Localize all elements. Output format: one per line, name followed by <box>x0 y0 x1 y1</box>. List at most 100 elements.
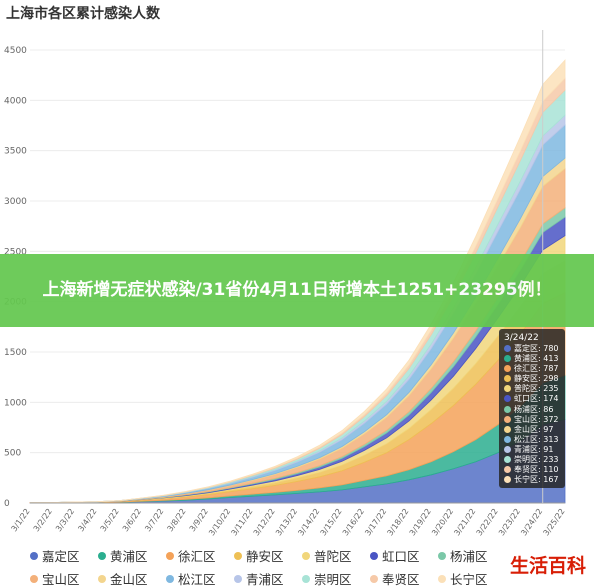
x-tick-label: 3/22/22 <box>475 507 500 537</box>
tooltip-series-name: 金山区 <box>514 424 538 434</box>
y-tick-label: 4000 <box>4 96 27 106</box>
legend-item[interactable]: 奉贤区 <box>370 569 420 588</box>
tooltip-separator: : <box>538 344 544 353</box>
legend-dot <box>166 574 174 583</box>
tooltip-dot <box>504 415 511 423</box>
y-tick-label: 500 <box>4 449 21 459</box>
tooltip-separator: : <box>538 424 544 434</box>
legend-dot <box>30 551 38 560</box>
x-tick-label: 3/13/22 <box>274 507 299 537</box>
tooltip-separator: : <box>538 394 544 404</box>
tooltip-dot <box>504 365 511 373</box>
legend-item[interactable]: 崇明区 <box>302 569 352 588</box>
legend-dot <box>302 551 310 560</box>
tooltip-separator: : <box>538 465 544 475</box>
tooltip-value: 174 <box>543 394 559 404</box>
legend-dot <box>98 551 106 560</box>
tooltip-series-name: 崇明区 <box>514 455 538 465</box>
banner-headline[interactable]: 上海新增无症状感染/31省份4月11日新增本土1251+23295例！ <box>42 280 552 300</box>
tooltip-value: 298 <box>543 374 559 384</box>
x-tick-label: 3/16/22 <box>341 507 366 537</box>
x-tick-label: 3/3/22 <box>54 507 76 533</box>
tooltip-separator: : <box>538 374 544 384</box>
tooltip-value: 413 <box>543 354 559 364</box>
x-tick-label: 3/14/22 <box>296 507 321 537</box>
tooltip-row: 嘉定区: 780 <box>504 344 565 354</box>
tooltip-row: 奉贤区: 110 <box>504 465 565 475</box>
legend-item[interactable]: 松江区 <box>166 569 216 588</box>
tooltip-row: 黄浦区: 413 <box>504 354 565 364</box>
x-tick-label: 3/15/22 <box>319 507 344 537</box>
legend-label: 静安区 <box>246 549 284 564</box>
y-tick-label: 4500 <box>4 46 27 56</box>
tooltip-row: 杨浦区: 86 <box>504 405 565 415</box>
x-tick-label: 3/19/22 <box>408 507 433 537</box>
tooltip-rows: 嘉定区: 780 黄浦区: 413 徐汇区: 787 静安区: 298 普陀区: 235… <box>504 344 565 485</box>
x-tick-label: 3/12/22 <box>252 507 277 537</box>
x-tick-label: 3/4/22 <box>76 507 98 533</box>
legend-label: 金山区 <box>110 572 148 587</box>
tooltip-separator: : <box>538 404 544 414</box>
x-tick-label: 3/21/22 <box>452 507 477 537</box>
legend-dot <box>302 574 310 583</box>
x-tick-label: 3/11/22 <box>229 507 254 537</box>
tooltip-series-name: 宝山区 <box>514 414 538 424</box>
tooltip-dot <box>504 435 511 443</box>
chart-title: 上海市各区累计感染人数 <box>6 6 160 22</box>
news-banner[interactable]: 上海新增无症状感染/31省份4月11日新增本土1251+23295例！ <box>0 254 594 327</box>
x-tick-label: 3/8/22 <box>166 507 188 533</box>
tooltip-value: 787 <box>543 364 559 374</box>
tooltip-value: 313 <box>543 434 559 444</box>
legend-item[interactable]: 黄浦区 <box>98 546 148 565</box>
tooltip-value: 235 <box>543 384 559 394</box>
legend-label: 宝山区 <box>42 572 80 587</box>
tooltip-dot <box>504 425 511 433</box>
legend-label: 黄浦区 <box>110 549 148 564</box>
chart-tooltip: 3/24/22 嘉定区: 780 黄浦区: 413 徐汇区: 787 静安区: 298… <box>499 329 565 489</box>
y-tick-label: 1000 <box>4 398 27 408</box>
tooltip-row: 宝山区: 372 <box>504 415 565 425</box>
y-tick-label: 3000 <box>4 197 27 207</box>
legend-item[interactable]: 青浦区 <box>234 569 284 588</box>
tooltip-row: 徐汇区: 787 <box>504 364 565 374</box>
legend-item[interactable]: 静安区 <box>234 546 284 565</box>
tooltip-series-name: 长宁区 <box>514 475 538 485</box>
y-tick-label: 3500 <box>4 147 27 157</box>
legend-item[interactable]: 杨浦区 <box>438 546 488 565</box>
tooltip-separator: : <box>538 354 544 364</box>
tooltip-row: 普陀区: 235 <box>504 384 565 394</box>
legend-label: 奉贤区 <box>382 572 420 587</box>
tooltip-series-name: 静安区 <box>514 374 538 384</box>
legend-dot <box>98 574 106 583</box>
y-tick-label: 1500 <box>4 348 27 358</box>
area-series-14[interactable] <box>29 59 566 504</box>
watermark-logo: 生活百科 <box>509 555 586 577</box>
tooltip-series-name: 虹口区 <box>514 394 538 404</box>
legend-item[interactable]: 金山区 <box>98 569 148 588</box>
tooltip-series-name: 黄浦区 <box>514 354 538 364</box>
tooltip-value: 97 <box>543 424 554 434</box>
legend-label: 虹口区 <box>382 549 420 564</box>
x-tick-label: 3/23/22 <box>497 507 522 537</box>
tooltip-separator: : <box>538 475 544 485</box>
x-tick-label: 3/10/22 <box>207 507 232 537</box>
legend-item[interactable]: 虹口区 <box>370 546 420 565</box>
tooltip-series-name: 普陀区 <box>514 384 538 394</box>
legend-item[interactable]: 徐汇区 <box>166 546 216 565</box>
tooltip-value: 780 <box>543 344 559 353</box>
legend-dot <box>30 574 38 583</box>
legend-item[interactable]: 普陀区 <box>302 546 352 565</box>
legend-item[interactable]: 嘉定区 <box>30 546 80 565</box>
legend-item[interactable]: 长宁区 <box>438 569 488 588</box>
legend-label: 青浦区 <box>246 572 284 587</box>
tooltip-series-name: 杨浦区 <box>514 404 538 414</box>
tooltip-separator: : <box>538 444 544 454</box>
legend-item[interactable]: 宝山区 <box>30 569 80 588</box>
tooltip-row: 长宁区: 167 <box>504 475 565 485</box>
legend-label: 普陀区 <box>314 549 352 564</box>
tooltip-separator: : <box>538 384 544 394</box>
legend-label: 徐汇区 <box>178 549 216 564</box>
tooltip-dot <box>504 476 511 484</box>
tooltip-separator: : <box>538 364 544 374</box>
tooltip-value: 91 <box>543 444 554 454</box>
